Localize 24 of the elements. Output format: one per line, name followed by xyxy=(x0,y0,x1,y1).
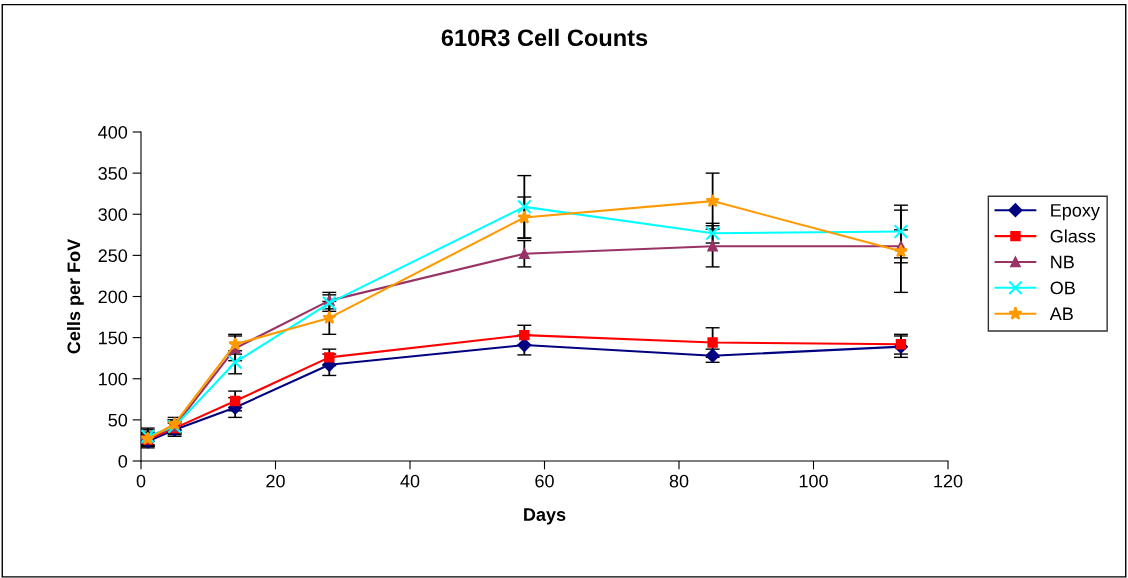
legend-label: AB xyxy=(1049,307,1073,320)
y-tick-label: 150 xyxy=(99,331,128,345)
y-axis-title: Cells per FoV xyxy=(66,238,84,354)
y-tick-label: 300 xyxy=(98,208,128,221)
legend-label: NB xyxy=(1051,255,1074,269)
y-tick-label: 100 xyxy=(99,372,128,386)
chart-title: 610R3 Cell Counts xyxy=(441,28,648,47)
legend-label: Epoxy xyxy=(1051,204,1100,221)
y-tick-label: 0 xyxy=(118,454,128,468)
y-tick-label: 50 xyxy=(108,413,128,427)
y-tick-label: 250 xyxy=(98,249,128,263)
y-tick-label: 350 xyxy=(98,167,128,180)
y-tick-label: 400 xyxy=(98,125,128,139)
x-tick-label: 0 xyxy=(136,474,146,488)
y-tick-label: 200 xyxy=(98,290,128,304)
x-tick-label: 80 xyxy=(669,474,689,488)
x-tick-label: 60 xyxy=(535,474,554,488)
x-tick-label: 120 xyxy=(934,474,963,488)
x-axis-title: Days xyxy=(524,508,566,525)
legend-label: OB xyxy=(1050,281,1075,295)
x-tick-label: 40 xyxy=(400,474,420,488)
x-tick-label: 20 xyxy=(266,474,285,488)
x-tick-label: 100 xyxy=(799,474,828,488)
legend-label: Glass xyxy=(1050,229,1096,243)
